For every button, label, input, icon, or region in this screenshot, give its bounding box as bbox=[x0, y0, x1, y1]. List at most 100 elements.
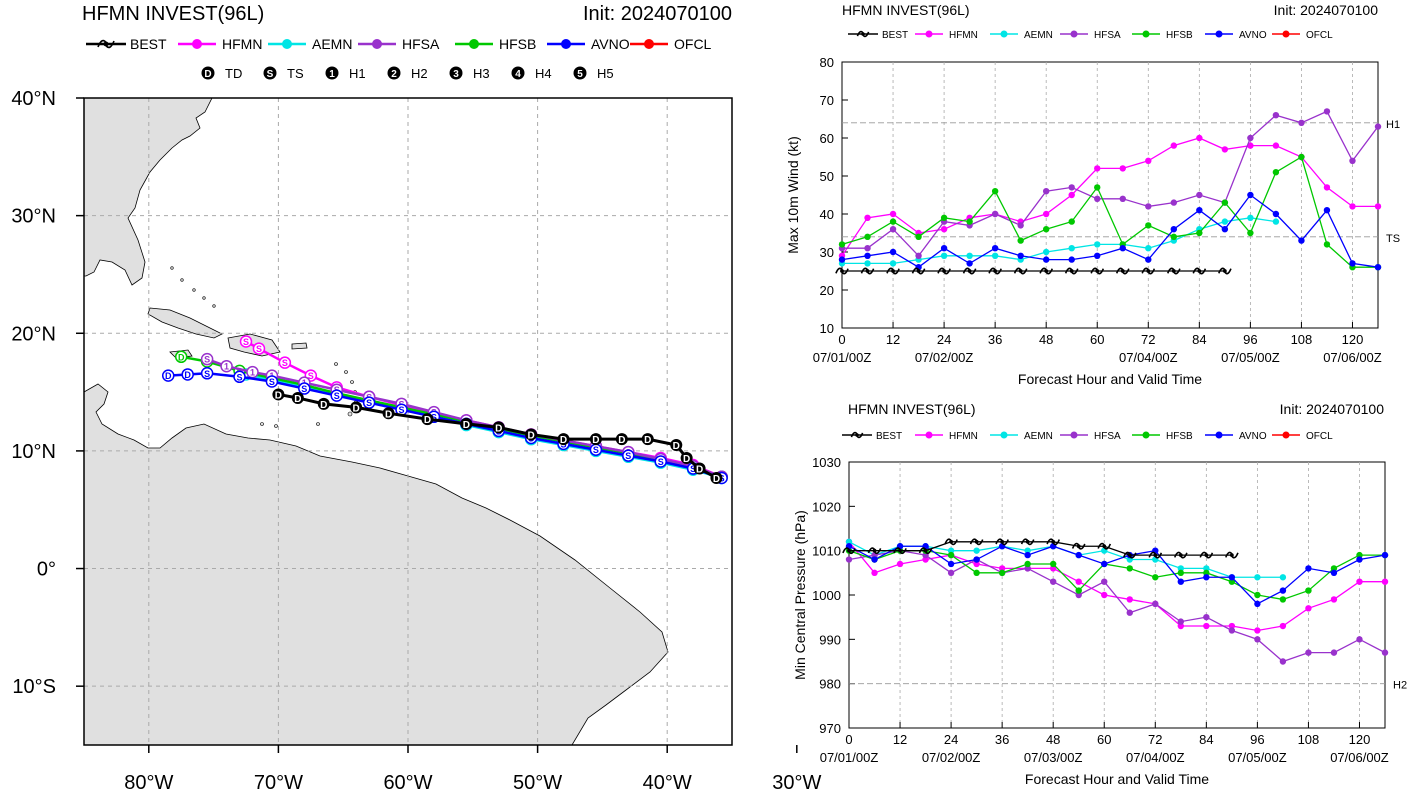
hurricane-core bbox=[1000, 539, 1005, 544]
legend-label-hfmn: HFMN bbox=[222, 36, 262, 52]
y-tick-label: 1020 bbox=[812, 499, 841, 514]
hurricane-symbol-icon bbox=[856, 30, 870, 38]
lat-tick-label: 0° bbox=[37, 559, 56, 581]
map-category-legend: D TD S TS 1 H1 2 H2 3 H3 4 H4 5 H5 bbox=[201, 66, 614, 81]
x-tick-label: 36 bbox=[988, 332, 1002, 347]
map-title: HFMN INVEST(96L) bbox=[82, 3, 264, 25]
legend-marker-ofcl bbox=[1282, 431, 1290, 439]
data-point bbox=[1330, 569, 1338, 577]
data-point bbox=[1024, 560, 1031, 568]
track-point-marker bbox=[525, 428, 538, 441]
data-point bbox=[1330, 565, 1338, 572]
data-point bbox=[1017, 222, 1024, 229]
lon-tick-label: 30°W bbox=[772, 772, 821, 794]
data-point bbox=[915, 252, 922, 259]
data-point bbox=[1279, 622, 1287, 630]
data-point-hurricane-icon bbox=[886, 267, 900, 275]
puerto-rico-island bbox=[291, 342, 308, 350]
y-tick-label: 50 bbox=[820, 169, 834, 184]
track-point-label: S bbox=[256, 344, 262, 354]
data-point-hurricane-icon bbox=[1064, 267, 1079, 275]
data-point-hurricane-icon bbox=[893, 547, 907, 555]
category-label-td: TD bbox=[225, 66, 242, 81]
data-point bbox=[1042, 256, 1050, 263]
track-point-label: S bbox=[301, 384, 307, 394]
data-point-hurricane-icon bbox=[962, 267, 977, 275]
date-label: 07/02/00Z bbox=[915, 350, 974, 365]
track-point-label: D bbox=[294, 394, 301, 405]
series-line bbox=[841, 137, 1378, 257]
legend-marker-hfmn bbox=[925, 431, 933, 439]
data-point bbox=[1272, 210, 1280, 218]
x-tick-label: 48 bbox=[1039, 332, 1053, 347]
series-line bbox=[841, 156, 1378, 268]
data-point-hurricane-icon bbox=[944, 538, 958, 546]
track-point-marker bbox=[382, 407, 395, 420]
y-tick-label: 1000 bbox=[812, 588, 841, 603]
data-point bbox=[1075, 591, 1082, 599]
data-point bbox=[1094, 241, 1101, 248]
data-point bbox=[1101, 578, 1108, 585]
track-point-marker bbox=[239, 335, 253, 348]
data-point bbox=[991, 252, 999, 259]
lon-tick-label: 60°W bbox=[383, 772, 432, 794]
x-tick-label: 12 bbox=[886, 332, 900, 347]
track-point-label: D bbox=[243, 370, 250, 380]
hurricane-core bbox=[1222, 269, 1227, 273]
date-label: 07/06/00Z bbox=[1323, 350, 1382, 365]
data-point-hurricane-icon bbox=[842, 547, 856, 555]
x-tick-label: 108 bbox=[1298, 732, 1320, 747]
data-point bbox=[1068, 184, 1075, 191]
y-tick-label: 40 bbox=[820, 207, 834, 222]
track-point-marker bbox=[615, 433, 628, 446]
x-tick-label: 72 bbox=[1141, 332, 1155, 347]
lat-tick-label: 40°N bbox=[11, 88, 56, 110]
series-avno bbox=[845, 543, 1389, 608]
lon-tick-label: 40°W bbox=[643, 772, 692, 794]
track-point-marker bbox=[362, 396, 376, 409]
date-label: 07/04/00Z bbox=[1119, 350, 1178, 365]
category-symbol-h5 bbox=[573, 66, 587, 80]
hurricane-core bbox=[974, 539, 979, 544]
hurricane-core bbox=[916, 269, 921, 273]
data-point bbox=[845, 538, 853, 545]
north-america-landmass bbox=[84, 98, 213, 286]
track-point-marker bbox=[670, 439, 683, 452]
legend-label-best: BEST bbox=[876, 431, 902, 442]
legend-label-best: BEST bbox=[130, 36, 167, 52]
track-point-marker bbox=[200, 367, 214, 380]
map-panel: HFMN INVEST(96L) Init: 2024070100 BEST HF… bbox=[11, 3, 821, 794]
data-point bbox=[1196, 207, 1203, 214]
data-point bbox=[1272, 218, 1280, 225]
track-point-label: S bbox=[243, 337, 249, 347]
data-point bbox=[1049, 578, 1057, 585]
data-point-hurricane-icon bbox=[1148, 551, 1163, 559]
data-point bbox=[1177, 578, 1185, 585]
hurricane-core bbox=[891, 269, 895, 273]
track-point-marker bbox=[460, 417, 473, 430]
legend-label-hfmn: HFMN bbox=[949, 431, 978, 442]
data-point bbox=[1177, 622, 1185, 630]
data-point-hurricane-icon bbox=[1090, 267, 1105, 275]
data-point bbox=[1323, 184, 1331, 191]
x-tick-label: 60 bbox=[1097, 732, 1111, 747]
legend-label-ofcl: OFCL bbox=[674, 36, 712, 52]
data-point bbox=[1196, 229, 1203, 237]
track-point-label: S bbox=[431, 412, 437, 422]
data-point bbox=[966, 218, 973, 225]
lat-tick-label: 20°N bbox=[11, 323, 56, 345]
hurricane-core bbox=[103, 41, 109, 47]
map-land bbox=[84, 98, 669, 745]
data-point bbox=[1145, 245, 1152, 252]
data-point bbox=[1126, 565, 1133, 572]
legend-marker-hfsb bbox=[1142, 30, 1150, 38]
legend-label-ofcl: OFCL bbox=[1306, 30, 1333, 41]
data-point-hurricane-icon bbox=[1225, 551, 1239, 559]
pressure-init: Init: 2024070100 bbox=[1280, 401, 1385, 417]
x-tick-label: 108 bbox=[1291, 332, 1313, 347]
wind-ylabel: Max 10m Wind (kt) bbox=[785, 136, 801, 253]
lat-tick-label: 10°N bbox=[11, 441, 56, 463]
series-best bbox=[842, 538, 1239, 559]
hurricane-core bbox=[1153, 553, 1158, 557]
track-point-marker bbox=[265, 375, 279, 388]
